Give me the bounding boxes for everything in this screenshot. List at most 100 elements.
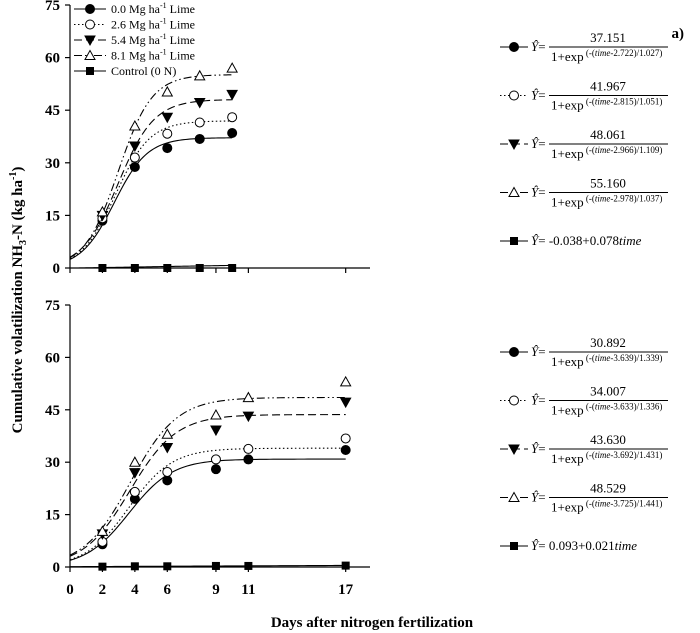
data-point xyxy=(210,464,221,475)
y-tick-label: 60 xyxy=(45,51,60,67)
equation-denominator: 1+exp (-(time-3.633)/1.336) xyxy=(551,402,662,418)
legend-marker xyxy=(84,49,96,60)
equation-lhs: Ŷ= xyxy=(531,39,546,54)
data-point xyxy=(98,264,107,272)
data-point xyxy=(98,562,107,571)
data-point xyxy=(163,562,172,571)
data-point xyxy=(162,128,173,139)
legend-label: 2.6 Mg ha-1 Lime xyxy=(111,17,195,32)
y-tick-label: 75 xyxy=(45,298,60,314)
series-lime-5-4 xyxy=(69,89,239,258)
series-lime-8-1 xyxy=(69,375,352,556)
x-axis-title: Days after nitrogen fertilization xyxy=(271,615,474,631)
data-point xyxy=(96,205,109,217)
equation-marker xyxy=(508,186,520,197)
data-point xyxy=(96,525,109,536)
legend-marker xyxy=(85,19,95,30)
x-tick-label: 2 xyxy=(99,582,107,598)
y-tick-label: 0 xyxy=(53,261,61,277)
equation-numerator: 41.967 xyxy=(590,79,626,94)
y-axis-title: Cumulative volatilization NH3-N (kg ha-1… xyxy=(8,167,29,434)
equation-lime-2-6: Ŷ= 41.967 1+exp (-(time-2.815)/1.051) xyxy=(500,79,668,113)
series-lime-2-6 xyxy=(69,433,351,561)
data-point xyxy=(129,456,141,467)
data-point xyxy=(193,69,206,81)
data-point xyxy=(227,112,238,123)
data-point xyxy=(210,454,221,465)
y-tick-label: 15 xyxy=(45,508,60,524)
equation-lime-8-1: Ŷ= 55.160 1+exp (-(time-2.978)/1.037) xyxy=(500,176,668,210)
legend-label: 8.1 Mg ha-1 Lime xyxy=(111,48,195,63)
equation-lhs: Ŷ= xyxy=(531,136,546,151)
data-point xyxy=(161,443,174,454)
series-lime-8-1 xyxy=(69,62,239,259)
equation-numerator: 43.630 xyxy=(590,432,626,447)
data-point xyxy=(129,119,141,131)
x-tick-label: 6 xyxy=(164,582,172,598)
fit-curve xyxy=(69,396,346,556)
equation-marker xyxy=(510,237,518,245)
fit-curve xyxy=(70,264,233,269)
data-point xyxy=(194,133,205,144)
y-tick-label: 60 xyxy=(45,350,60,366)
x-tick-label: 4 xyxy=(131,582,139,598)
y-tick-label: 75 xyxy=(45,0,60,14)
equation-numerator: 48.529 xyxy=(590,481,626,496)
data-point xyxy=(161,428,174,439)
equation-lime-0-0: Ŷ= 37.151 1+exp (-(time-2.722)/1.027) xyxy=(500,30,668,64)
equation-denominator: 1+exp (-(time-2.978)/1.037) xyxy=(551,194,662,210)
equation-lime-5-4: Ŷ= 48.061 1+exp (-(time-2.966)/1.109) xyxy=(500,127,668,161)
fit-curve xyxy=(69,120,233,260)
x-tick-label: 9 xyxy=(212,582,220,598)
data-point xyxy=(243,454,254,465)
data-point xyxy=(129,152,140,163)
equation-lhs: Ŷ= xyxy=(531,441,546,456)
y-tick-label: 0 xyxy=(53,560,61,576)
data-point xyxy=(210,425,222,437)
legend-marker xyxy=(86,67,94,75)
data-point xyxy=(193,97,206,109)
data-point xyxy=(130,562,139,571)
data-point xyxy=(195,264,204,272)
y-tick-label: 15 xyxy=(45,208,60,224)
data-point xyxy=(244,561,253,570)
data-point xyxy=(341,561,350,570)
equation-lhs: Ŷ= xyxy=(531,88,546,103)
panel-2: 0 15 30 45 60 75 0 2 4 6 9 11 17 Ŷ= 30.892 1+exp (-(tim… xyxy=(45,298,668,598)
panel-label: a) xyxy=(672,26,685,42)
equation-lhs: Ŷ= xyxy=(531,490,546,505)
legend-label: 5.4 Mg ha-1 Lime xyxy=(111,32,195,47)
equation-marker xyxy=(508,491,520,502)
equation-marker xyxy=(508,444,520,456)
equation-denominator: 1+exp (-(time-2.815)/1.051) xyxy=(551,97,662,113)
data-point xyxy=(242,411,255,423)
data-point xyxy=(242,391,255,403)
data-point xyxy=(130,264,139,272)
equation-marker xyxy=(508,139,520,151)
data-point xyxy=(340,444,351,455)
equation-lhs: Ŷ= xyxy=(531,344,546,359)
y-tick-label: 30 xyxy=(45,455,60,471)
equation-denominator: 1+exp (-(time-3.692)/1.431) xyxy=(551,450,662,466)
equation-denominator: 1+exp (-(time-2.722)/1.027) xyxy=(551,48,662,64)
x-tick-label: 0 xyxy=(66,582,74,598)
fit-curve xyxy=(69,414,346,557)
data-point xyxy=(129,486,140,497)
equation-linear: Ŷ= -0.038+0.078time xyxy=(531,233,642,248)
equation-linear: Ŷ= 0.093+0.021time xyxy=(531,538,637,553)
equation-numerator: 34.007 xyxy=(590,384,626,399)
equation-marker xyxy=(509,395,519,406)
data-point xyxy=(226,62,239,73)
equation-marker xyxy=(509,347,519,357)
data-point xyxy=(226,89,239,101)
fit-curve xyxy=(69,458,346,561)
data-point xyxy=(162,475,173,486)
data-point xyxy=(129,162,140,173)
legend-marker xyxy=(85,4,95,14)
equation-denominator: 1+exp (-(time-2.966)/1.109) xyxy=(551,145,662,161)
equation-lime-8-1: Ŷ= 48.529 1+exp (-(time-3.725)/1.441) xyxy=(500,481,668,515)
y-tick-label: 45 xyxy=(45,403,60,419)
legend-label: Control (0 N) xyxy=(111,64,176,78)
legend-entry-lime-0-0: 0.0 Mg ha-1 Lime xyxy=(74,1,195,16)
